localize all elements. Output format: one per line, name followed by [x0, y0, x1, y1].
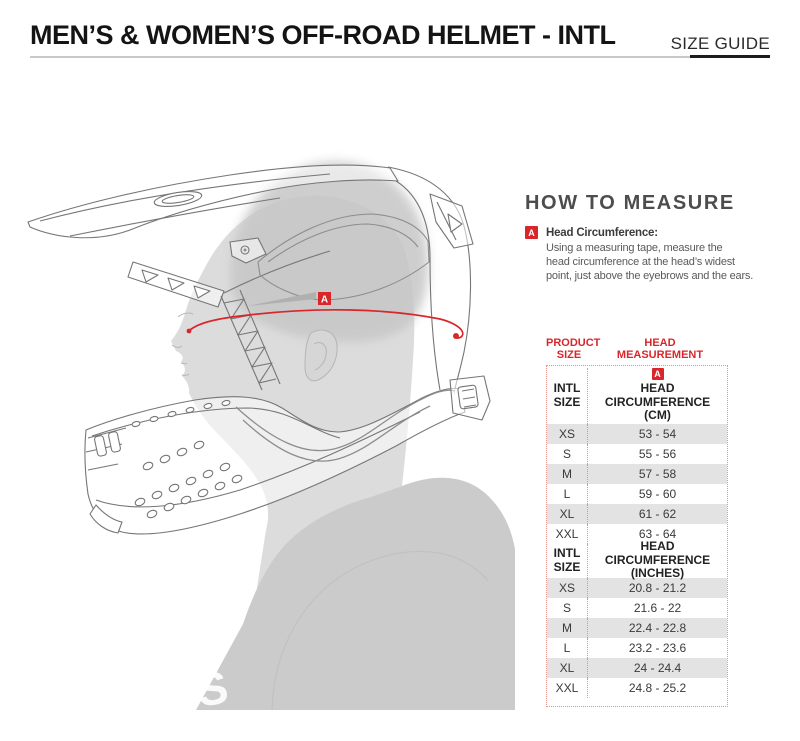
- size-table-body: INTL SIZE A HEAD CIRCUMFERENCE (CM) XS 5…: [546, 364, 728, 707]
- size-guide-label[interactable]: SIZE GUIDE: [670, 34, 770, 53]
- measure-a-badge: A: [525, 226, 538, 239]
- svg-text:A: A: [321, 295, 328, 306]
- table-a-badge: A: [651, 368, 664, 381]
- column-header-product-size: PRODUCT SIZE: [546, 337, 601, 362]
- pointer-line: [248, 292, 316, 306]
- peak-screw-plate: [229, 237, 267, 264]
- shirt-seam: [271, 550, 489, 711]
- helmet-wireframe: [27, 164, 491, 535]
- measure-label: Head Circumference:: [546, 227, 658, 239]
- size-row-xs-in: XS 20.8 - 21.2: [547, 577, 727, 598]
- page-title: MEN’S & WOMEN’S OFF-ROAD HELMET - INTL: [30, 20, 616, 50]
- size-row-s-in: S 21.6 - 22: [547, 597, 727, 618]
- helmet-shell: [387, 166, 472, 395]
- chin-vents: [131, 399, 243, 519]
- ear: [304, 329, 338, 382]
- size-table: PRODUCT SIZE HEAD MEASUREMENT INTL SIZE …: [546, 337, 728, 707]
- neck-roll: [235, 389, 456, 462]
- how-to-measure-section: HOW TO MEASURE A Head Circumference: Usi…: [525, 192, 775, 283]
- size-table-header: PRODUCT SIZE HEAD MEASUREMENT: [546, 337, 728, 362]
- front-pillar: [220, 289, 281, 391]
- helmet-peak: [27, 164, 399, 239]
- size-row-xs-cm: XS 53 - 54: [547, 423, 727, 444]
- header-divider-accent: [690, 55, 770, 58]
- measure-instructions: Head Circumference: Using a measuring ta…: [546, 227, 754, 282]
- section-header-inches: INTL SIZE HEAD CIRCUMFERENCE (INCHES): [547, 540, 727, 581]
- marker-a-badge: A: [318, 292, 331, 306]
- shirt: [196, 477, 515, 710]
- section-header-cm: INTL SIZE A HEAD CIRCUMFERENCE (CM): [547, 367, 727, 424]
- size-row-xl-cm: XL 61 - 62: [547, 503, 727, 524]
- how-to-measure-heading: HOW TO MEASURE: [525, 192, 735, 214]
- face-details: [171, 312, 194, 376]
- size-row-xl-in: XL 24 - 24.4: [547, 657, 727, 678]
- size-row-l-in: L 23.2 - 23.6: [547, 637, 727, 658]
- column-header-head-measurement: HEAD MEASUREMENT: [616, 337, 704, 362]
- helmet-illustration: S: [27, 161, 515, 711]
- size-row-m-in: M 22.4 - 22.8: [547, 617, 727, 638]
- size-row-s-cm: S 55 - 56: [547, 443, 727, 464]
- tape-end-front: [186, 328, 192, 334]
- size-row-xxl-in: XXL 24.8 - 25.2: [547, 677, 727, 698]
- tape-end-rear: [453, 333, 459, 339]
- measuring-tape: [188, 309, 464, 339]
- header-divider: [30, 56, 770, 58]
- size-row-xxl-cm: XXL 63 - 64: [547, 523, 727, 544]
- size-row-m-cm: M 57 - 58: [547, 463, 727, 484]
- chin-tip: [89, 504, 123, 534]
- size-row-l-cm: L 59 - 60: [547, 483, 727, 504]
